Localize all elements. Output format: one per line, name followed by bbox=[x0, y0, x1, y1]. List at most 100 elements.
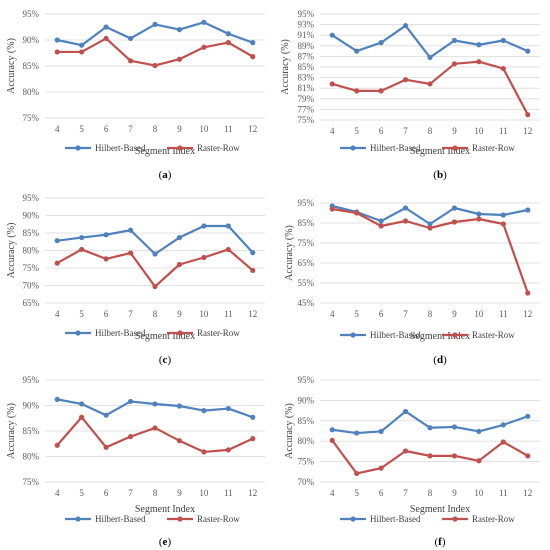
data-point-hilbert bbox=[103, 412, 109, 418]
x-tick-label: 6 bbox=[104, 309, 109, 319]
data-point-hilbert bbox=[250, 414, 256, 420]
x-tick-label: 10 bbox=[474, 309, 484, 319]
legend-marker bbox=[452, 332, 458, 338]
legend-label: Raster-Row bbox=[472, 330, 515, 340]
x-axis-title: Segment Index bbox=[135, 146, 195, 157]
y-tick-label: 90% bbox=[23, 35, 40, 45]
y-tick-label: 45% bbox=[298, 298, 315, 308]
data-point-hilbert bbox=[127, 227, 134, 233]
data-point-hilbert bbox=[427, 54, 433, 61]
y-tick-label: 85% bbox=[298, 416, 315, 426]
x-tick-label: 4 bbox=[330, 488, 335, 498]
data-point-raster bbox=[402, 218, 409, 224]
x-tick-label: 8 bbox=[428, 309, 433, 319]
x-tick-label: 11 bbox=[224, 309, 233, 319]
x-tick-label: 12 bbox=[248, 124, 257, 134]
data-point-hilbert bbox=[225, 223, 231, 229]
chart-panel-a: 75% 80% 85% 90% 95% 4 5 6 7 8 9 10 11 12 Accuracy (%) S… bbox=[6, 9, 265, 181]
y-tick-label: 89% bbox=[298, 41, 315, 51]
legend-label: Hilbert-Based bbox=[95, 328, 146, 338]
y-axis-title: Accuracy (%) bbox=[280, 39, 291, 95]
y-tick-label: 91% bbox=[298, 30, 315, 40]
x-tick-label: 12 bbox=[523, 309, 532, 319]
x-tick-label: 7 bbox=[403, 126, 408, 136]
legend-marker bbox=[177, 145, 183, 151]
data-point-hilbert bbox=[79, 234, 85, 241]
x-axis-title: Segment Index bbox=[410, 504, 470, 515]
x-tick-label: 9 bbox=[177, 488, 182, 498]
y-tick-label: 85% bbox=[23, 61, 40, 71]
data-point-raster bbox=[525, 112, 531, 118]
x-tick-label: 11 bbox=[499, 488, 508, 498]
x-tick-label: 9 bbox=[177, 309, 182, 319]
y-tick-label: 85% bbox=[23, 228, 40, 238]
y-tick-label: 93% bbox=[298, 20, 315, 30]
data-point-raster bbox=[79, 414, 85, 420]
x-tick-label: 8 bbox=[428, 488, 433, 498]
y-tick-label: 81% bbox=[298, 83, 315, 93]
y-tick-label: 77% bbox=[298, 104, 315, 114]
data-point-raster bbox=[525, 290, 531, 296]
y-tick-label: 95% bbox=[298, 9, 315, 19]
data-point-hilbert bbox=[201, 408, 207, 414]
y-tick-label: 75% bbox=[23, 477, 40, 487]
data-point-hilbert bbox=[500, 422, 506, 428]
data-point-raster bbox=[54, 442, 60, 448]
y-tick-label: 85% bbox=[298, 62, 315, 72]
legend-marker bbox=[350, 145, 356, 151]
legend-marker bbox=[350, 516, 356, 522]
data-point-hilbert bbox=[500, 212, 506, 218]
data-point-raster bbox=[451, 453, 458, 459]
data-point-raster bbox=[250, 267, 256, 274]
data-point-raster bbox=[451, 61, 458, 67]
x-tick-label: 10 bbox=[474, 126, 484, 136]
y-tick-label: 55% bbox=[298, 278, 315, 288]
data-point-raster bbox=[127, 250, 134, 256]
data-point-raster bbox=[378, 223, 384, 229]
data-point-raster bbox=[152, 425, 158, 431]
data-point-raster bbox=[103, 256, 109, 262]
data-point-raster bbox=[201, 254, 207, 261]
y-tick-label: 80% bbox=[23, 452, 40, 462]
legend-label: Raster-Row bbox=[197, 328, 240, 338]
data-point-raster bbox=[329, 206, 335, 212]
series-line-hilbert bbox=[57, 224, 254, 256]
data-point-hilbert bbox=[500, 37, 506, 44]
y-tick-label: 90% bbox=[298, 395, 315, 405]
x-axis-title: Segment Index bbox=[410, 331, 470, 342]
legend-label: Raster-Row bbox=[197, 143, 240, 153]
y-axis-title: Accuracy (%) bbox=[6, 38, 17, 94]
x-tick-label: 4 bbox=[55, 309, 60, 319]
data-point-raster bbox=[176, 261, 183, 268]
chart-panel-d: 45% 55% 65% 75% 85% 95% 4 5 6 7 8 9 10 11 12 Accuracy (… bbox=[284, 198, 540, 366]
x-tick-label: 9 bbox=[177, 124, 182, 134]
x-tick-label: 6 bbox=[379, 488, 384, 498]
data-point-hilbert bbox=[476, 428, 482, 435]
data-point-hilbert bbox=[79, 42, 85, 48]
x-tick-label: 11 bbox=[499, 309, 508, 319]
x-axis-title: Segment Index bbox=[135, 504, 195, 515]
y-tick-label: 87% bbox=[298, 51, 315, 61]
data-point-hilbert bbox=[54, 37, 60, 43]
x-tick-label: 7 bbox=[128, 124, 133, 134]
y-tick-label: 83% bbox=[298, 73, 315, 83]
y-axis-title: Accuracy (%) bbox=[284, 225, 295, 281]
x-tick-label: 7 bbox=[128, 309, 133, 319]
data-point-raster bbox=[378, 465, 384, 471]
data-point-raster bbox=[152, 283, 158, 290]
data-point-hilbert bbox=[127, 35, 134, 42]
legend-marker bbox=[452, 145, 458, 151]
x-tick-label: 5 bbox=[354, 309, 359, 319]
data-point-hilbert bbox=[103, 24, 109, 30]
legend-marker bbox=[75, 330, 81, 336]
x-axis-title: Segment Index bbox=[135, 331, 195, 342]
y-tick-label: 75% bbox=[23, 113, 40, 123]
x-tick-label: 10 bbox=[199, 124, 209, 134]
data-point-raster bbox=[54, 260, 60, 266]
data-point-hilbert bbox=[176, 27, 183, 33]
data-point-raster bbox=[354, 470, 360, 477]
data-point-hilbert bbox=[427, 221, 433, 227]
data-point-hilbert bbox=[525, 413, 531, 419]
data-point-raster bbox=[525, 453, 531, 459]
data-point-hilbert bbox=[176, 234, 183, 241]
